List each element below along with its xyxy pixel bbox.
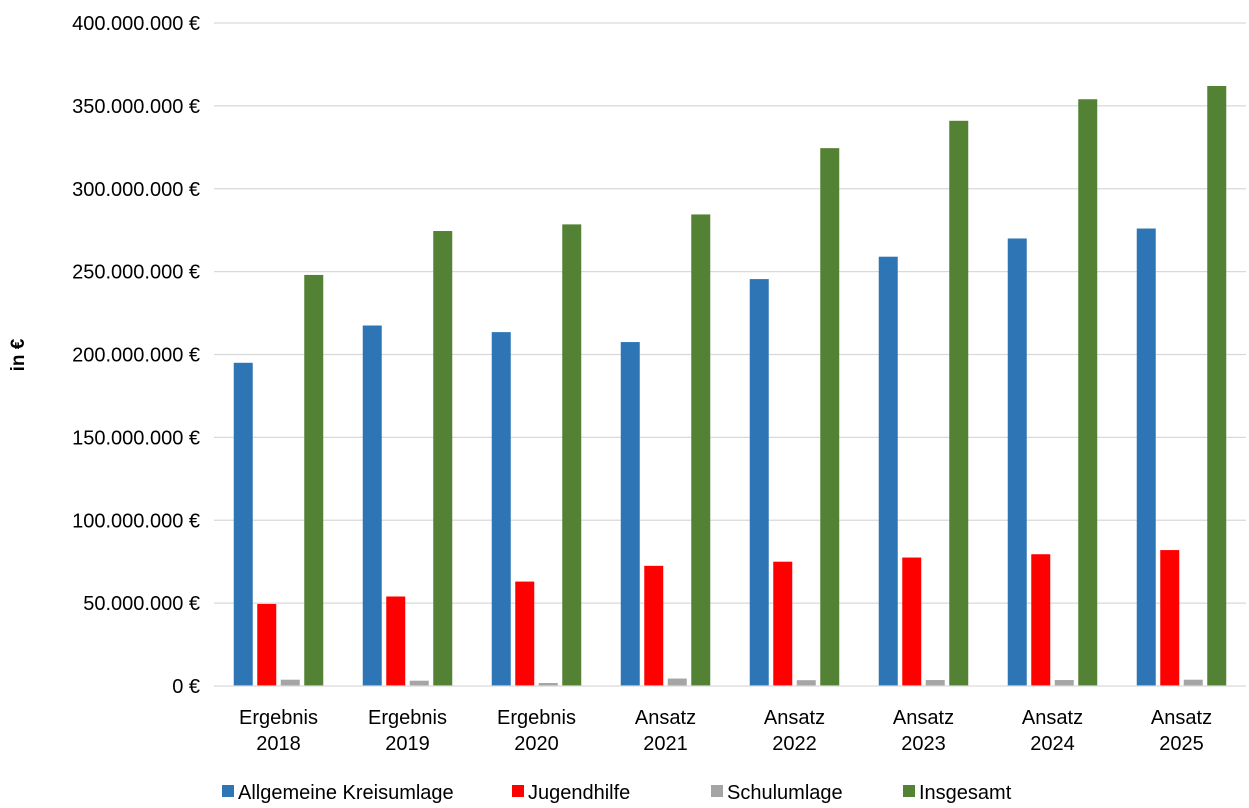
bar-insgesamt xyxy=(1207,85,1227,687)
legend-item: Allgemeine Kreisumlage xyxy=(222,782,454,804)
bar-jugendhilfe xyxy=(257,603,277,686)
legend-swatch xyxy=(711,785,723,797)
bar-allgemeine-kreisumlage xyxy=(878,256,898,686)
category-label: Ansatz 2024 xyxy=(1022,707,1083,755)
legend-swatch xyxy=(512,785,524,797)
bar-jugendhilfe xyxy=(644,565,664,686)
category-label-line: Ansatz xyxy=(764,707,825,729)
y-tick-label: 50.000.000 € xyxy=(83,593,200,615)
bar-jugendhilfe xyxy=(1160,550,1180,686)
category-label-line: 2022 xyxy=(772,733,817,755)
bar-insgesamt xyxy=(949,120,969,687)
category-label: Ergebnis 2019 xyxy=(368,707,447,755)
bar-jugendhilfe xyxy=(773,561,793,686)
category-label-line: 2024 xyxy=(1030,733,1075,755)
bar-insgesamt xyxy=(1078,99,1098,687)
y-axis-tick-labels: 0 € 50.000.000 € 100.000.000 € 150.000.000 … xyxy=(72,13,200,698)
bar-insgesamt xyxy=(691,214,711,686)
category-label-line: 2025 xyxy=(1159,733,1204,755)
legend-label: Insgesamt xyxy=(919,782,1012,804)
category-label-line: 2019 xyxy=(385,733,430,755)
bar-allgemeine-kreisumlage xyxy=(362,325,382,686)
legend-swatch xyxy=(903,785,915,797)
category-label-line: Ansatz xyxy=(893,707,954,729)
y-tick-label: 300.000.000 € xyxy=(72,179,200,201)
category-label-line: 2021 xyxy=(643,733,688,755)
category-label-line: Ansatz xyxy=(635,707,696,729)
y-tick-label: 200.000.000 € xyxy=(72,345,200,367)
legend-label: Jugendhilfe xyxy=(528,782,630,804)
bar-allgemeine-kreisumlage xyxy=(1136,228,1156,686)
gridlines xyxy=(214,22,1246,604)
legend-label: Allgemeine Kreisumlage xyxy=(238,782,454,804)
legend-item: Jugendhilfe xyxy=(512,782,630,804)
category-label-line: Ansatz xyxy=(1151,707,1212,729)
bar-schulumlage xyxy=(1054,680,1074,686)
legend-item: Insgesamt xyxy=(903,782,1012,804)
bar-schulumlage xyxy=(1183,679,1203,686)
bar-jugendhilfe xyxy=(515,581,535,686)
y-tick-label: 150.000.000 € xyxy=(72,427,200,449)
category-label-line: Ergebnis xyxy=(239,707,318,729)
bar-jugendhilfe xyxy=(902,557,922,686)
bar-insgesamt xyxy=(304,274,324,686)
bar-allgemeine-kreisumlage xyxy=(749,279,769,686)
category-label: Ansatz 2022 xyxy=(764,707,825,755)
bar-schulumlage xyxy=(409,680,429,686)
bar-schulumlage xyxy=(538,683,558,686)
legend-swatch xyxy=(222,785,234,797)
category-label-line: 2018 xyxy=(256,733,301,755)
y-axis-label: in € xyxy=(8,338,29,371)
category-label: Ergebnis 2020 xyxy=(497,707,576,755)
category-label-line: 2020 xyxy=(514,733,559,755)
bar-schulumlage xyxy=(280,679,300,686)
bar-insgesamt xyxy=(433,231,453,687)
bar-schulumlage xyxy=(667,678,687,686)
legend: Allgemeine Kreisumlage Jugendhilfe Schulum… xyxy=(222,782,1012,804)
bar-jugendhilfe xyxy=(386,596,406,686)
category-label: Ansatz 2021 xyxy=(635,707,696,755)
y-tick-label: 350.000.000 € xyxy=(72,96,200,118)
bars xyxy=(233,85,1227,687)
x-axis-category-labels: Ergebnis 2018 Ergebnis 2019 Ergebnis 2020 Ansa… xyxy=(239,707,1212,755)
category-label-line: 2023 xyxy=(901,733,946,755)
category-label-line: Ansatz xyxy=(1022,707,1083,729)
bar-jugendhilfe xyxy=(1031,554,1051,686)
bar-allgemeine-kreisumlage xyxy=(1007,238,1027,686)
bar-schulumlage xyxy=(925,680,945,686)
bar-insgesamt xyxy=(562,224,582,687)
y-tick-label: 250.000.000 € xyxy=(72,262,200,284)
category-label-line: Ergebnis xyxy=(368,707,447,729)
category-label: Ergebnis 2018 xyxy=(239,707,318,755)
bar-insgesamt xyxy=(820,148,840,687)
bar-allgemeine-kreisumlage xyxy=(491,332,511,686)
legend-item: Schulumlage xyxy=(711,782,843,804)
category-label: Ansatz 2025 xyxy=(1151,707,1212,755)
category-label: Ansatz 2023 xyxy=(893,707,954,755)
bar-schulumlage xyxy=(796,680,816,686)
y-tick-label: 0 € xyxy=(172,676,200,698)
y-tick-label: 400.000.000 € xyxy=(72,13,200,35)
bar-allgemeine-kreisumlage xyxy=(620,342,640,686)
bar-allgemeine-kreisumlage xyxy=(233,362,253,686)
y-tick-label: 100.000.000 € xyxy=(72,510,200,532)
legend-label: Schulumlage xyxy=(727,782,843,804)
category-label-line: Ergebnis xyxy=(497,707,576,729)
